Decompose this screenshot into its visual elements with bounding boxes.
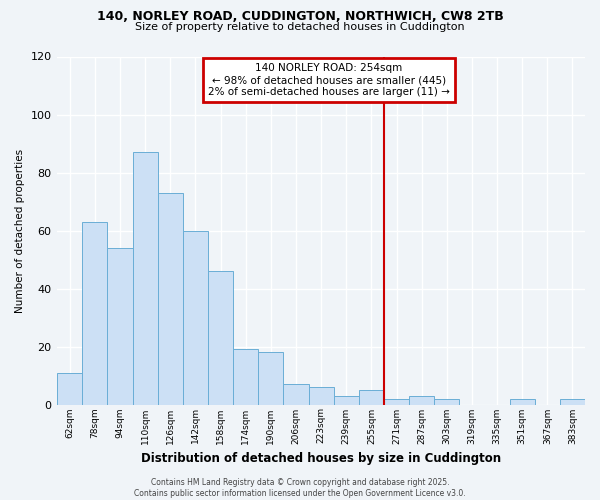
Bar (509, 398, 535, 404)
Bar (359, 390, 384, 404)
Bar (57, 372, 82, 404)
Text: 140 NORLEY ROAD: 254sqm
← 98% of detached houses are smaller (445)
2% of semi-de: 140 NORLEY ROAD: 254sqm ← 98% of detache… (208, 64, 450, 96)
Bar (183, 230, 208, 404)
Bar (409, 396, 434, 404)
Bar (208, 271, 233, 404)
Bar (82, 222, 107, 404)
Text: Size of property relative to detached houses in Cuddington: Size of property relative to detached ho… (135, 22, 465, 32)
Bar (283, 384, 308, 404)
Bar (560, 398, 585, 404)
Bar (233, 350, 258, 405)
Bar (434, 398, 460, 404)
Bar (133, 152, 158, 405)
Bar (158, 193, 183, 404)
Text: 140, NORLEY ROAD, CUDDINGTON, NORTHWICH, CW8 2TB: 140, NORLEY ROAD, CUDDINGTON, NORTHWICH,… (97, 10, 503, 23)
Bar (107, 248, 133, 404)
Bar (258, 352, 283, 405)
Bar (334, 396, 359, 404)
Bar (308, 387, 334, 404)
Text: Contains HM Land Registry data © Crown copyright and database right 2025.
Contai: Contains HM Land Registry data © Crown c… (134, 478, 466, 498)
Y-axis label: Number of detached properties: Number of detached properties (15, 148, 25, 312)
X-axis label: Distribution of detached houses by size in Cuddington: Distribution of detached houses by size … (141, 452, 501, 465)
Bar (384, 398, 409, 404)
